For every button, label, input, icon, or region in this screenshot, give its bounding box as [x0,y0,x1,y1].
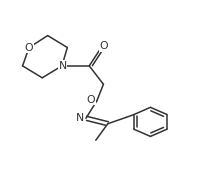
Text: N: N [59,61,67,71]
Text: N: N [76,113,84,123]
Text: O: O [100,41,108,51]
Text: O: O [25,43,33,53]
Text: O: O [86,95,95,105]
